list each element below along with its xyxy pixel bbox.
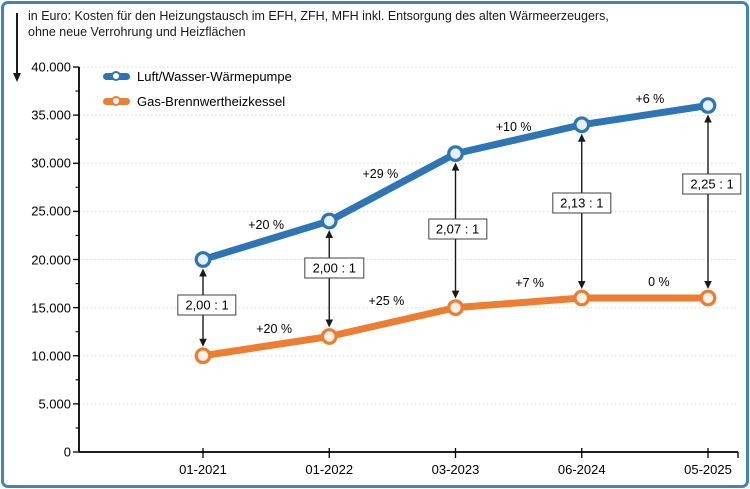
line-marker-icon [103, 67, 130, 85]
gas-line-marker-icon [447, 299, 464, 317]
gas-line-marker-icon [320, 328, 338, 345]
gas-line-marker-icon [573, 289, 591, 307]
ratio-arrowhead-up-icon [451, 162, 460, 171]
gas-line-marker-icon [194, 347, 212, 365]
legend-label-gaskessel: Gas-Brennwertheizkessel [137, 93, 286, 109]
ratio-arrowhead-down-icon [199, 338, 207, 347]
legend-circle-marker-icon [111, 95, 121, 106]
ratio-arrowhead-up-icon [325, 230, 334, 238]
waermepumpe-line-marker-icon [447, 145, 464, 163]
ratio-arrowhead-up-icon [199, 268, 207, 277]
legend-circle-marker-icon [111, 70, 121, 81]
ratio-arrowhead-up-icon [577, 133, 586, 142]
ratio-arrowhead-down-icon [325, 319, 334, 328]
waermepumpe-line-marker-icon [194, 251, 212, 268]
legend-label-waermepumpe: Luft/Wasser-Wärmepumpe [137, 68, 292, 84]
chart-title-line1: in Euro: Kosten für den Heizungstausch i… [28, 9, 609, 23]
gas-line-marker-icon [699, 289, 717, 307]
euro-axis-arrowhead-icon [12, 73, 21, 82]
chart-title-line2: ohne neue Verrohrung und Heizflächen [28, 24, 246, 39]
legend-item-waermepumpe: Luft/Wasser-Wärmepumpe [103, 67, 292, 85]
waermepumpe-line-marker-icon [699, 97, 717, 114]
ratio-arrowhead-down-icon [451, 290, 460, 299]
waermepumpe-line-marker-icon [320, 212, 338, 230]
ratio-arrowhead-down-icon [704, 281, 712, 289]
waermepumpe-line-marker-icon [573, 116, 591, 134]
line-marker-icon [103, 92, 130, 110]
ratio-arrowhead-down-icon [577, 281, 586, 289]
legend: Luft/Wasser-Wärmepumpe Gas-Brennwertheiz… [103, 67, 292, 117]
chart-title: in Euro: Kosten für den Heizungstausch i… [28, 9, 668, 40]
euro-axis-arrow [12, 13, 21, 82]
legend-item-gaskessel: Gas-Brennwertheizkessel [103, 92, 292, 110]
ratio-arrowhead-up-icon [704, 114, 712, 123]
